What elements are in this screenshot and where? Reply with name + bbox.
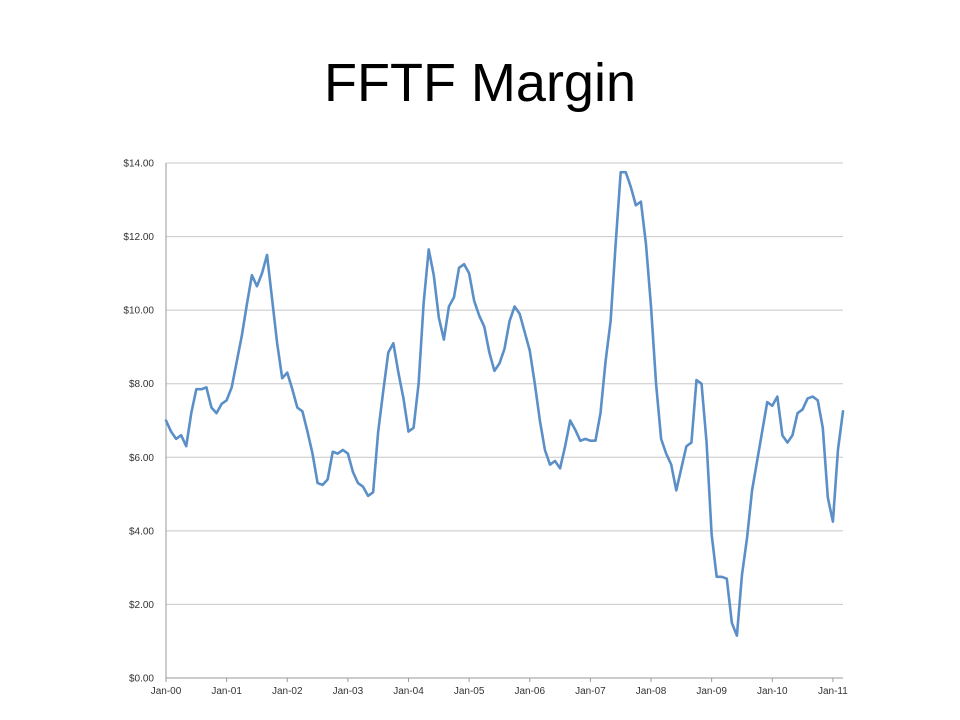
y-tick-label: $0.00 [129,674,154,685]
y-tick-label: $14.00 [123,159,154,170]
y-axis: $0.00 $2.00 $4.00 $6.00 $8.00 $10.00 $12.00 $14… [123,159,167,685]
y-tick-label: $6.00 [129,453,154,464]
x-tick-label: Jan-11 [818,686,848,697]
y-tick-label: $10.00 [123,306,154,317]
y-tick-label: $12.00 [123,232,154,243]
slide-title: FFTF Margin [323,53,636,113]
x-tick-label: Jan-06 [514,686,545,697]
y-tick-label: $4.00 [129,526,154,537]
x-tick-label: Jan-04 [393,686,424,697]
gridlines [166,162,843,679]
x-tick-label: Jan-01 [211,686,242,697]
x-axis: Jan-00 Jan-01 Jan-02 Jan-03 Jan-04 Jan-05 Jan-… [151,678,848,697]
x-tick-label: Jan-02 [272,686,303,697]
x-tick-label: Jan-05 [454,686,485,697]
series-line [164,170,845,638]
x-tick-label: Jan-08 [636,686,667,697]
y-tick-label: $8.00 [129,379,154,390]
x-tick-label: Jan-03 [333,686,364,697]
x-tick-label: Jan-07 [575,686,606,697]
x-tick-label: Jan-00 [151,686,182,697]
y-tick-label: $2.00 [129,600,154,611]
x-tick-label: Jan-10 [757,686,788,697]
x-tick-label: Jan-09 [696,686,727,697]
series-group [164,170,845,638]
